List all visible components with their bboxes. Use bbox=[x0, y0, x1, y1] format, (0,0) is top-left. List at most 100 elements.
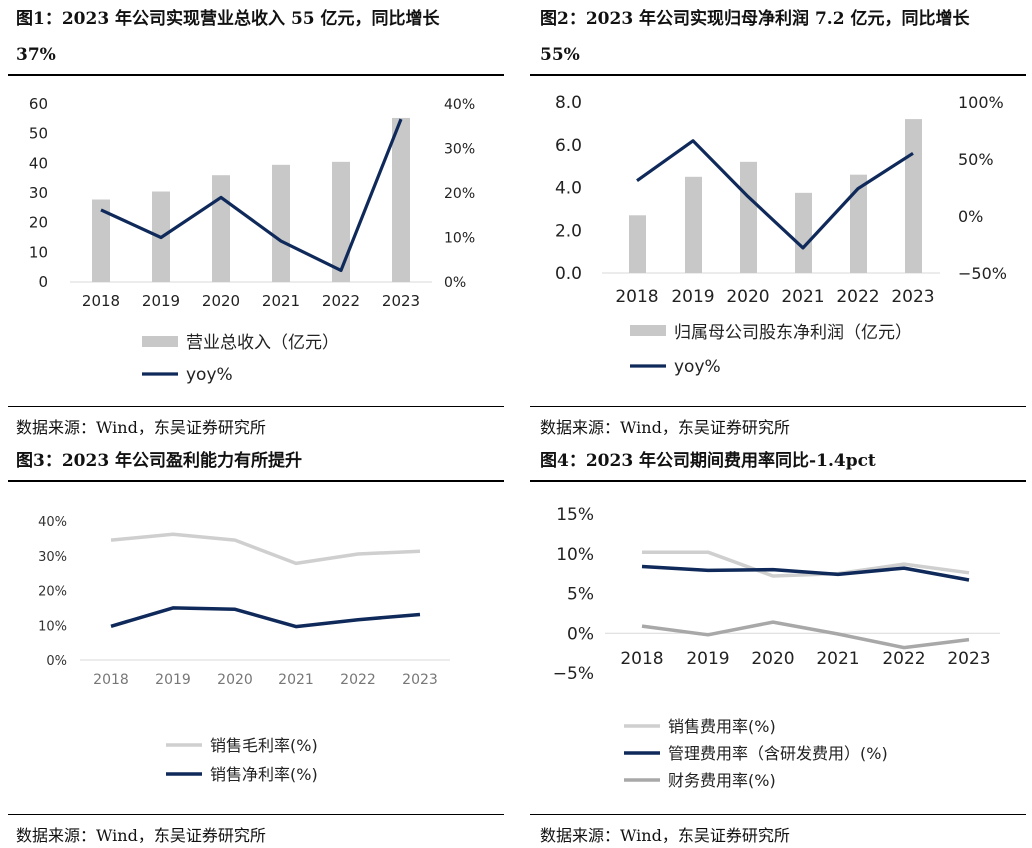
fig4-top-rule bbox=[530, 480, 1026, 482]
x-tick-2018: 2018 bbox=[620, 649, 663, 669]
bar-2021 bbox=[795, 192, 812, 273]
legend-label-net: 销售净利率(%) bbox=[210, 765, 318, 784]
bar-2020 bbox=[740, 161, 757, 273]
y-tick-2: 5% bbox=[567, 585, 594, 605]
legend-label-revenue: 营业总收入（亿元） bbox=[186, 333, 339, 353]
y-left-tick-3: 6.0 bbox=[555, 136, 582, 156]
x-tick-2022: 2022 bbox=[322, 292, 360, 310]
fig2-title-line2: 55% bbox=[540, 45, 580, 65]
legend-swatch-profit bbox=[630, 325, 666, 336]
line-series-1 bbox=[110, 606, 421, 629]
legend-label-0: 销售费用率(%) bbox=[668, 717, 776, 736]
x-tick-2021: 2021 bbox=[781, 287, 824, 307]
fig3-source: 数据来源：Wind，东吴证券研究所 bbox=[16, 826, 266, 845]
x-tick-2023: 2023 bbox=[891, 287, 934, 307]
fig4-source: 数据来源：Wind，东吴证券研究所 bbox=[540, 826, 790, 845]
chart-expense-ratios: −5% 0% 5% 10% 15% 2018 2019 2020 2021 2022 2023 销售费… bbox=[553, 505, 1000, 790]
legend-label-gross: 销售毛利率(%) bbox=[210, 736, 318, 755]
line-series-0 bbox=[110, 532, 421, 566]
y-left-tick-0: 0 bbox=[38, 273, 48, 291]
y-tick-2: 20% bbox=[38, 585, 67, 600]
x-tick-2023: 2023 bbox=[402, 672, 438, 688]
y-tick-3: 10% bbox=[556, 545, 594, 565]
x-tick-2020: 2020 bbox=[726, 287, 769, 307]
y-tick-4: 15% bbox=[556, 505, 594, 525]
bar-2023 bbox=[905, 119, 922, 273]
y-tick-4: 40% bbox=[38, 515, 67, 530]
bar-2023 bbox=[392, 117, 410, 283]
legend-swatch-revenue bbox=[142, 336, 178, 347]
y-right-tick-3: 100% bbox=[958, 93, 1004, 112]
legend-label-yoy: yoy% bbox=[186, 365, 233, 385]
y-right-tick-2: 20% bbox=[444, 186, 475, 202]
x-tick-2019: 2019 bbox=[671, 287, 714, 307]
line-series-2 bbox=[641, 620, 970, 650]
y-left-tick-3: 30 bbox=[29, 184, 48, 202]
bar-2021 bbox=[272, 164, 290, 282]
x-tick-2020: 2020 bbox=[751, 649, 794, 669]
y-left-tick-2: 4.0 bbox=[555, 179, 582, 199]
fig4-title: 图4：2023 年公司期间费用率同比-1.4pct bbox=[540, 451, 876, 471]
bar-2018 bbox=[92, 199, 110, 282]
x-tick-2020: 2020 bbox=[217, 672, 253, 688]
legend-label-1: 管理费用率（含研发费用）(%) bbox=[668, 744, 888, 763]
y-tick-0: 0% bbox=[46, 654, 67, 669]
fig1-title-line1: 图1：2023 年公司实现营业总收入 55 亿元，同比增长 bbox=[16, 9, 440, 29]
fig2-top-rule bbox=[530, 74, 1026, 76]
y-left-tick-1: 2.0 bbox=[555, 221, 582, 241]
y-right-tick-0: 0% bbox=[444, 275, 466, 291]
bar-2020 bbox=[212, 175, 230, 282]
x-tick-2022: 2022 bbox=[836, 287, 879, 307]
line-series-0 bbox=[642, 550, 970, 578]
x-tick-2023: 2023 bbox=[947, 649, 990, 669]
x-tick-2018: 2018 bbox=[82, 292, 120, 310]
line-yoy bbox=[636, 139, 914, 250]
x-tick-2021: 2021 bbox=[278, 672, 314, 688]
chart-net-profit: 0.0 2.0 4.0 6.0 8.0 −50% 0% 50% 100% 2018 2019 2020… bbox=[555, 93, 1007, 377]
bar-2022 bbox=[850, 174, 867, 273]
chart-revenue: 0 10 20 30 40 50 60 0% 10% 20% 30% 40% 2018 2019 2020 2… bbox=[29, 95, 475, 385]
line-series-1 bbox=[641, 564, 970, 582]
x-tick-2018: 2018 bbox=[93, 672, 129, 688]
fig2-source: 数据来源：Wind，东吴证券研究所 bbox=[540, 418, 790, 437]
x-tick-2022: 2022 bbox=[340, 672, 376, 688]
y-right-tick-3: 30% bbox=[444, 142, 475, 158]
y-tick-1: 0% bbox=[567, 624, 594, 644]
fig1-bottom-rule bbox=[8, 406, 504, 407]
bar-2022 bbox=[332, 161, 350, 282]
y-left-tick-1: 10 bbox=[29, 243, 48, 261]
y-tick-1: 10% bbox=[38, 619, 67, 634]
y-right-tick-0: −50% bbox=[958, 264, 1007, 283]
x-tick-2022: 2022 bbox=[882, 649, 925, 669]
y-right-tick-2: 50% bbox=[958, 150, 994, 169]
chart-margins: 0% 10% 20% 30% 40% 2018 2019 2020 2021 2022 2023 销售… bbox=[38, 515, 450, 784]
y-left-tick-5: 50 bbox=[29, 125, 48, 143]
bar-2018 bbox=[629, 215, 646, 273]
y-left-tick-4: 8.0 bbox=[555, 93, 582, 113]
x-tick-2018: 2018 bbox=[615, 287, 658, 307]
y-tick-3: 30% bbox=[38, 550, 67, 565]
fig2-bottom-rule bbox=[530, 406, 1026, 407]
y-right-tick-1: 0% bbox=[958, 207, 983, 226]
fig1-top-rule bbox=[8, 74, 504, 76]
legend-label-2: 财务费用率(%) bbox=[668, 771, 776, 790]
legend-label-yoy: yoy% bbox=[674, 357, 721, 377]
x-tick-2021: 2021 bbox=[262, 292, 300, 310]
y-left-tick-2: 20 bbox=[29, 214, 48, 232]
x-tick-2019: 2019 bbox=[142, 292, 180, 310]
fig3-bottom-rule bbox=[8, 814, 504, 815]
fig1-source: 数据来源：Wind，东吴证券研究所 bbox=[16, 418, 266, 437]
y-right-tick-4: 40% bbox=[444, 97, 475, 113]
fig3-title: 图3：2023 年公司盈利能力有所提升 bbox=[16, 451, 303, 471]
fig3-top-rule bbox=[8, 480, 504, 482]
x-tick-2021: 2021 bbox=[816, 649, 859, 669]
y-left-tick-6: 60 bbox=[29, 95, 48, 113]
fig1-title-line2: 37% bbox=[16, 45, 56, 65]
x-tick-2020: 2020 bbox=[202, 292, 240, 310]
line-yoy bbox=[100, 118, 403, 272]
x-tick-2019: 2019 bbox=[686, 649, 729, 669]
x-tick-2023: 2023 bbox=[382, 292, 420, 310]
x-tick-2019: 2019 bbox=[155, 672, 191, 688]
bar-2019 bbox=[685, 176, 702, 273]
